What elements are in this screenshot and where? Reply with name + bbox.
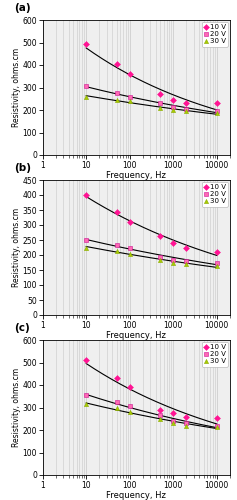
10 V <box>172 410 175 416</box>
20 V <box>85 84 88 89</box>
30 V <box>85 94 88 100</box>
30 V <box>115 248 118 254</box>
20 V <box>128 244 131 250</box>
10 V <box>128 71 131 77</box>
20 V <box>115 90 118 96</box>
Legend: 10 V, 20 V, 30 V: 10 V, 20 V, 30 V <box>202 342 228 366</box>
20 V <box>185 258 188 264</box>
20 V <box>185 420 188 426</box>
Line: 20 V: 20 V <box>84 238 219 264</box>
30 V <box>215 424 218 430</box>
20 V <box>215 422 218 428</box>
10 V <box>172 240 175 246</box>
30 V <box>115 404 118 410</box>
10 V <box>115 61 118 67</box>
30 V <box>128 98 131 104</box>
Line: 30 V: 30 V <box>84 94 219 116</box>
Line: 10 V: 10 V <box>84 193 219 254</box>
Line: 10 V: 10 V <box>84 42 219 106</box>
30 V <box>115 97 118 103</box>
10 V <box>215 414 218 420</box>
30 V <box>85 401 88 407</box>
10 V <box>215 249 218 255</box>
30 V <box>172 420 175 426</box>
20 V <box>172 104 175 110</box>
Text: (c): (c) <box>14 324 30 333</box>
30 V <box>185 108 188 114</box>
20 V <box>115 242 118 248</box>
Y-axis label: Resistivity, ohms.cm: Resistivity, ohms.cm <box>12 48 21 127</box>
20 V <box>115 399 118 405</box>
30 V <box>159 105 162 111</box>
Line: 20 V: 20 V <box>84 84 219 113</box>
30 V <box>215 110 218 116</box>
10 V <box>115 375 118 381</box>
Line: 30 V: 30 V <box>84 246 219 268</box>
10 V <box>115 208 118 214</box>
X-axis label: Frequency, Hz: Frequency, Hz <box>106 491 166 500</box>
30 V <box>128 409 131 415</box>
X-axis label: Frequency, Hz: Frequency, Hz <box>106 331 166 340</box>
Line: 20 V: 20 V <box>84 393 219 428</box>
X-axis label: Frequency, Hz: Frequency, Hz <box>106 171 166 180</box>
Y-axis label: Resistivity, ohms.cm: Resistivity, ohms.cm <box>12 208 21 287</box>
20 V <box>128 94 131 100</box>
30 V <box>172 107 175 113</box>
Line: 10 V: 10 V <box>84 358 219 420</box>
20 V <box>159 100 162 106</box>
10 V <box>185 100 188 106</box>
10 V <box>159 232 162 238</box>
10 V <box>185 414 188 420</box>
10 V <box>159 407 162 413</box>
30 V <box>128 250 131 256</box>
20 V <box>172 418 175 424</box>
10 V <box>215 100 218 106</box>
20 V <box>85 392 88 398</box>
Text: (a): (a) <box>14 3 31 13</box>
20 V <box>185 106 188 112</box>
20 V <box>159 412 162 418</box>
10 V <box>85 357 88 363</box>
30 V <box>172 260 175 266</box>
10 V <box>128 219 131 225</box>
20 V <box>128 404 131 409</box>
10 V <box>185 244 188 250</box>
30 V <box>159 256 162 262</box>
30 V <box>85 244 88 250</box>
10 V <box>172 97 175 103</box>
20 V <box>215 108 218 114</box>
20 V <box>172 256 175 262</box>
30 V <box>185 261 188 267</box>
30 V <box>159 416 162 422</box>
Legend: 10 V, 20 V, 30 V: 10 V, 20 V, 30 V <box>202 182 228 206</box>
30 V <box>215 264 218 270</box>
20 V <box>85 237 88 243</box>
10 V <box>128 384 131 390</box>
20 V <box>159 254 162 260</box>
Y-axis label: Resistivity, ohms.cm: Resistivity, ohms.cm <box>12 368 21 447</box>
10 V <box>85 192 88 198</box>
20 V <box>215 260 218 266</box>
30 V <box>185 422 188 428</box>
Text: (b): (b) <box>14 163 32 173</box>
10 V <box>159 91 162 97</box>
Line: 30 V: 30 V <box>84 402 219 428</box>
Legend: 10 V, 20 V, 30 V: 10 V, 20 V, 30 V <box>202 22 228 46</box>
10 V <box>85 40 88 46</box>
